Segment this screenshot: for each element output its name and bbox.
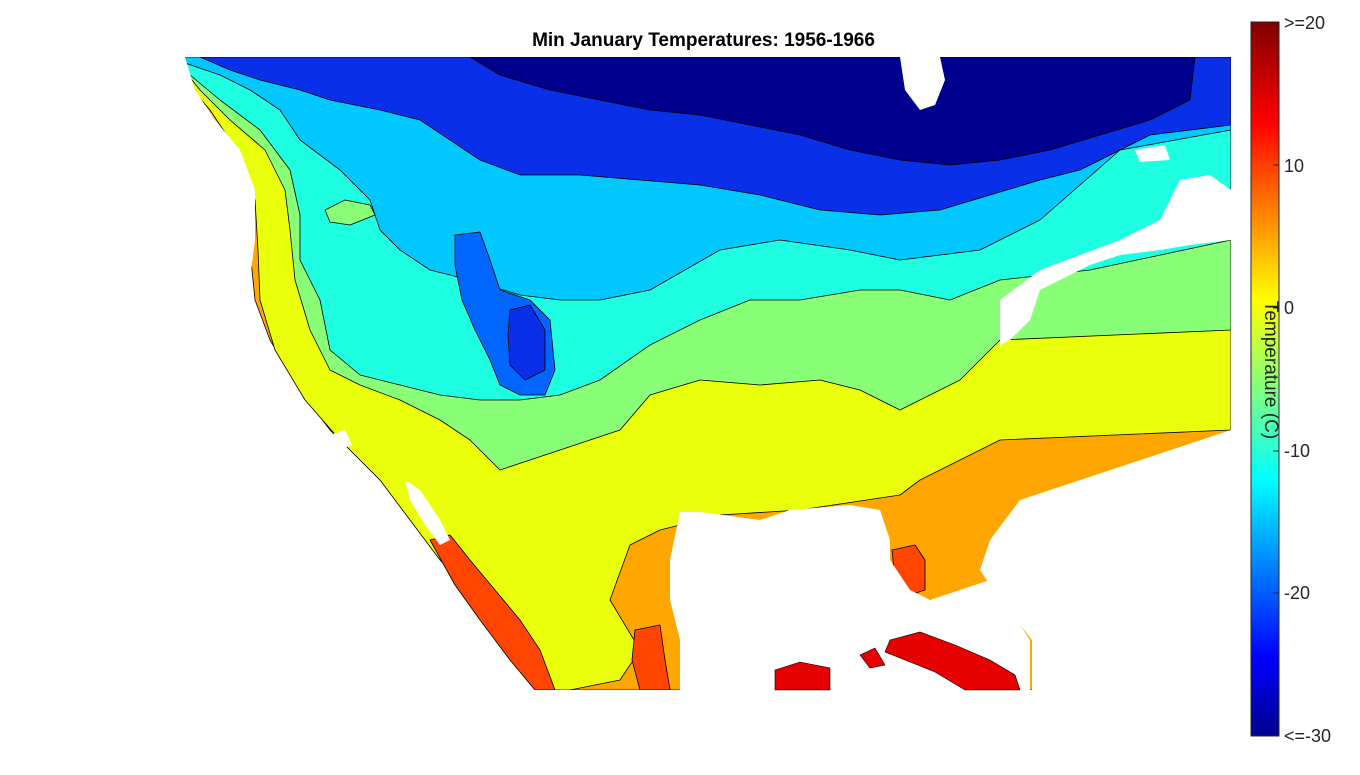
contour-patch-rockies-core	[507, 304, 546, 381]
caribbean-islands	[774, 631, 1021, 691]
colorbar	[1250, 21, 1280, 737]
colorbar-tick-label: >=20	[1284, 13, 1326, 33]
colorbar-gradient	[1250, 21, 1280, 737]
ocean-mask	[176, 57, 1231, 690]
contour-band-dark-blue	[469, 57, 1196, 166]
contour-patch-mexico-red	[429, 534, 556, 690]
map-title: Min January Temperatures: 1956-1966	[532, 30, 875, 51]
colorbar-tick-label: 0	[1284, 298, 1295, 318]
colorbar-tick-label: -10	[1284, 441, 1311, 461]
contour-patch-northwest	[324, 199, 376, 226]
contour-patch-gulf-red	[631, 624, 671, 690]
colorbar-label: Temperature (C)	[1260, 300, 1281, 440]
colorbar-tick-label: -20	[1284, 583, 1311, 603]
colorbar-tick-label: 10	[1284, 156, 1305, 176]
colorbar-tick-label: <=-30	[1284, 726, 1332, 746]
